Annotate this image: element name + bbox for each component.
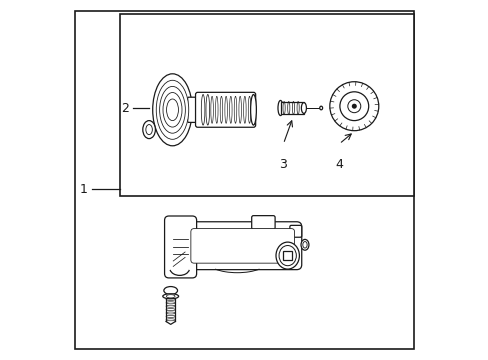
Circle shape [351,104,356,109]
FancyBboxPatch shape [190,229,294,263]
FancyBboxPatch shape [251,216,275,229]
Ellipse shape [145,125,152,135]
FancyBboxPatch shape [183,222,301,270]
Circle shape [329,82,378,131]
FancyBboxPatch shape [187,97,200,122]
FancyBboxPatch shape [164,216,196,278]
Ellipse shape [301,239,308,250]
Ellipse shape [277,100,283,116]
Bar [120,14,413,196]
Ellipse shape [302,242,306,248]
Ellipse shape [152,74,192,146]
Circle shape [339,92,368,121]
Ellipse shape [166,294,175,298]
Ellipse shape [250,95,256,125]
Ellipse shape [319,106,322,110]
FancyBboxPatch shape [195,93,255,127]
Circle shape [347,100,360,113]
Text: 4: 4 [335,158,343,171]
Ellipse shape [279,246,296,266]
Ellipse shape [163,93,182,127]
Ellipse shape [201,95,204,125]
Ellipse shape [205,95,209,125]
Text: 1: 1 [80,183,88,195]
Ellipse shape [156,80,188,139]
Ellipse shape [275,242,299,269]
Ellipse shape [159,86,185,133]
Ellipse shape [163,287,177,294]
Ellipse shape [142,121,155,139]
Bar [283,251,291,260]
Bar [280,102,303,114]
Ellipse shape [166,99,178,121]
FancyBboxPatch shape [289,225,301,237]
Ellipse shape [301,103,306,113]
Text: 2: 2 [121,102,128,114]
Text: 3: 3 [279,158,287,171]
Ellipse shape [163,294,178,299]
